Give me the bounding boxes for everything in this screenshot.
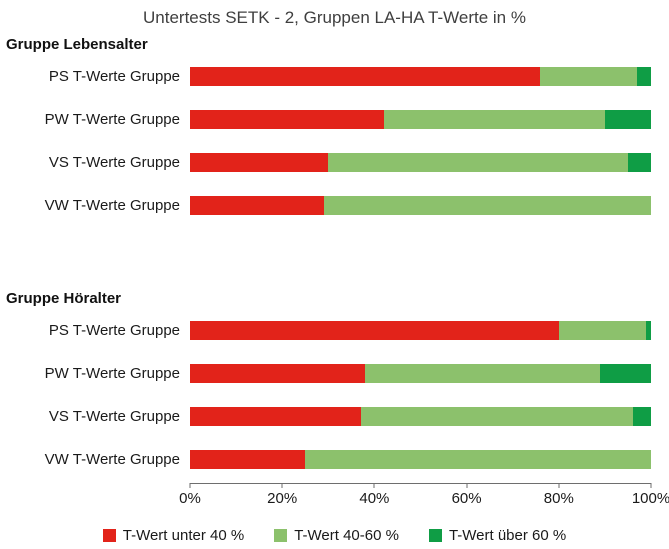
axis-tick-label: 60% (451, 490, 482, 507)
legend-label: T-Wert 40-60 % (294, 527, 399, 544)
bar-segment-series-2 (646, 321, 651, 340)
bar-segment-series-1 (383, 110, 605, 129)
bar-segment-series-2 (600, 364, 651, 383)
legend-item: T-Wert unter 40 % (102, 527, 245, 544)
legend-swatch (274, 529, 288, 542)
chart-title: Untertests SETK - 2, Gruppen LA-HA T-Wer… (143, 8, 526, 27)
category-label: PS T-Werte Gruppe (48, 68, 180, 85)
bar-track (190, 364, 651, 383)
legend-label: T-Wert über 60 % (448, 527, 567, 544)
bar-segment-series-1 (328, 153, 628, 172)
axis-tick-label: 100% (631, 490, 669, 507)
axis-tick (650, 483, 652, 488)
group-label: Gruppe Lebensalter (6, 35, 148, 53)
bar-track (190, 196, 651, 215)
bar-segment-series-2 (632, 407, 651, 426)
bar-row: VS T-Werte Gruppe (0, 395, 669, 438)
x-axis: 0% 20% 40% 60% 80% 100% (0, 483, 669, 511)
bar-row: PW T-Werte Gruppe (0, 352, 669, 395)
bar-row: PS T-Werte Gruppe (0, 309, 669, 352)
bar-track (190, 450, 651, 469)
bar-segment-series-2 (637, 67, 651, 86)
bar-track (190, 110, 651, 129)
bar-track (190, 153, 651, 172)
bar-row: PW T-Werte Gruppe (0, 98, 669, 141)
bar-segment-series-0 (190, 153, 329, 172)
bar-segment-series-1 (558, 321, 647, 340)
bar-row: VS T-Werte Gruppe (0, 141, 669, 184)
chart-body: Gruppe Lebensalter PS T-Werte Gruppe PW T-… (0, 33, 669, 481)
bar-track (190, 407, 651, 426)
legend-item: T-Wert über 60 % (428, 527, 567, 544)
category-label: PW T-Werte Gruppe (44, 365, 180, 382)
category-label: VW T-Werte Gruppe (44, 197, 180, 214)
group-label: Gruppe Höralter (6, 289, 122, 307)
axis-tick (558, 483, 560, 488)
axis-tick-label: 0% (179, 490, 201, 507)
axis-spacer (0, 483, 190, 511)
x-axis-track: 0% 20% 40% 60% 80% 100% (179, 483, 669, 511)
axis-tick (281, 483, 283, 488)
bar-segment-series-0 (190, 196, 324, 215)
bar-segment-series-0 (190, 407, 361, 426)
bar-segment-series-0 (190, 364, 366, 383)
bar-segment-series-1 (540, 67, 638, 86)
axis-tick (373, 483, 375, 488)
bar-row: VW T-Werte Gruppe (0, 184, 669, 227)
group-header-row: Gruppe Höralter (0, 287, 669, 309)
legend: T-Wert unter 40 % T-Wert 40-60 % T-Wert üb… (0, 527, 669, 544)
axis-tick-label: 80% (543, 490, 574, 507)
category-label: VS T-Werte Gruppe (48, 154, 180, 171)
bar-track (190, 321, 651, 340)
axis-tick (189, 483, 191, 488)
x-axis-line (190, 483, 651, 484)
category-label: PS T-Werte Gruppe (48, 322, 180, 339)
bar-row: VW T-Werte Gruppe (0, 438, 669, 481)
bar-segment-series-1 (360, 407, 633, 426)
bar-segment-series-1 (365, 364, 601, 383)
bar-segment-series-1 (305, 450, 651, 469)
legend-item: T-Wert 40-60 % (274, 527, 399, 544)
legend-swatch (428, 529, 442, 542)
category-label: VW T-Werte Gruppe (44, 451, 180, 468)
group-header-row: Gruppe Lebensalter (0, 33, 669, 55)
axis-tick-label: 20% (267, 490, 298, 507)
bar-segment-series-0 (190, 321, 559, 340)
legend-label: T-Wert unter 40 % (122, 527, 245, 544)
axis-tick-label: 40% (359, 490, 390, 507)
legend-swatch (102, 529, 116, 542)
bar-track (190, 67, 651, 86)
bar-segment-series-2 (627, 153, 651, 172)
bar-segment-series-0 (190, 110, 384, 129)
bar-segment-series-0 (190, 450, 306, 469)
bar-segment-series-0 (190, 67, 541, 86)
bar-segment-series-2 (604, 110, 651, 129)
axis-tick (466, 483, 468, 488)
bar-row: PS T-Werte Gruppe (0, 55, 669, 98)
category-label: VS T-Werte Gruppe (48, 408, 180, 425)
bar-segment-series-1 (323, 196, 651, 215)
category-label: PW T-Werte Gruppe (44, 111, 180, 128)
